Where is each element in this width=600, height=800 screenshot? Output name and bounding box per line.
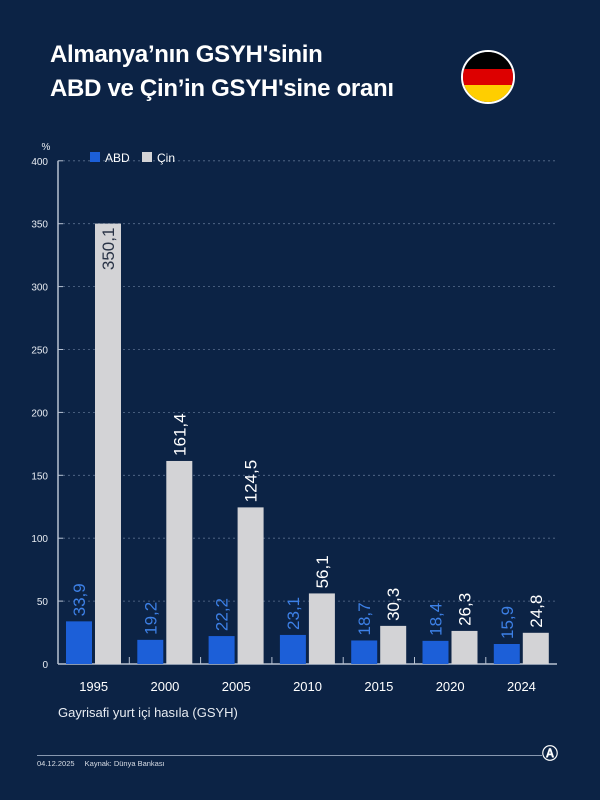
- bar-abd-2024: [493, 643, 520, 664]
- y-axis-unit: %: [42, 142, 51, 153]
- footer: 04.12.2025 Kaynak: Dünya Bankası: [37, 759, 173, 768]
- footer-date: 04.12.2025: [37, 759, 75, 768]
- bar-cin-2020: [451, 630, 478, 664]
- footer-divider: [37, 755, 542, 756]
- y-tick-label: 400: [31, 157, 48, 168]
- footer-source: Kaynak: Dünya Bankası: [84, 759, 165, 768]
- bar-cin-1995: [95, 223, 121, 664]
- legend-label-cin: Çin: [157, 151, 175, 165]
- data-label-abd-2015: 18,7: [355, 602, 374, 635]
- data-label-abd-2020: 18,4: [427, 603, 446, 636]
- x-tick-label: 2005: [222, 679, 251, 694]
- bar-abd-2000: [137, 639, 164, 664]
- data-label-abd-2010: 23,1: [284, 597, 303, 630]
- y-tick-label: 250: [31, 346, 48, 357]
- data-label-cin-2020: 26,3: [456, 593, 475, 626]
- data-label-abd-2000: 19,2: [141, 602, 160, 635]
- germany-flag-icon: [461, 50, 515, 104]
- bar-abd-1995: [66, 621, 92, 664]
- aa-logo: Ⓐ: [542, 746, 558, 763]
- x-tick-label: 2015: [364, 679, 393, 694]
- data-label-cin-2015: 30,3: [384, 588, 403, 621]
- bar-cin-2000: [166, 460, 193, 664]
- bar-cin-2024: [522, 632, 549, 664]
- y-tick-label: 50: [37, 597, 49, 608]
- data-label-abd-2024: 15,9: [498, 606, 517, 639]
- y-tick-label: 100: [31, 534, 48, 545]
- bar-abd-2010: [279, 634, 306, 664]
- title-line-1: Almanya’nın GSYH'sinin: [50, 41, 323, 68]
- bar-cin-2015: [380, 625, 407, 664]
- chart-title: Almanya’nın GSYH'sinin ABD ve Çin’in GSY…: [50, 38, 394, 106]
- y-tick-label: 350: [31, 220, 48, 231]
- x-tick-label: 2024: [507, 679, 536, 694]
- title-line-2: ABD ve Çin’in GSYH'sine oranı: [50, 75, 394, 102]
- data-label-abd-1995: 33,9: [70, 583, 89, 616]
- x-axis-label: Gayrisafi yurt içi hasıla (GSYH): [58, 705, 238, 720]
- legend-label-abd: ABD: [105, 151, 130, 165]
- legend-swatch-abd: [90, 152, 100, 162]
- bar-abd-2015: [351, 640, 378, 664]
- x-tick-label: 2010: [293, 679, 322, 694]
- y-tick-label: 0: [42, 660, 48, 671]
- bar-abd-2005: [208, 636, 235, 664]
- legend-swatch-cin: [142, 152, 152, 162]
- data-label-cin-2005: 124,5: [242, 460, 261, 503]
- y-tick-label: 300: [31, 283, 48, 294]
- y-tick-label: 150: [31, 471, 48, 482]
- x-tick-label: 2020: [436, 679, 465, 694]
- bar-abd-2020: [422, 640, 449, 664]
- data-label-cin-2000: 161,4: [170, 413, 189, 456]
- data-label-cin-2024: 24,8: [527, 595, 546, 628]
- bar-cin-2010: [308, 593, 335, 664]
- data-label-cin-2010: 56,1: [313, 555, 332, 588]
- bar-chart: 0 50 100 150 200 250 300 350 400% ABD Çin 1995 33,9 3…: [31, 142, 557, 694]
- y-tick-label: 200: [31, 408, 48, 419]
- data-label-abd-2005: 22,2: [213, 598, 232, 631]
- x-tick-label: 2000: [150, 679, 179, 694]
- x-tick-label: 1995: [79, 679, 108, 694]
- bar-cin-2005: [237, 507, 264, 664]
- data-label-cin-1995: 350,1: [99, 228, 118, 271]
